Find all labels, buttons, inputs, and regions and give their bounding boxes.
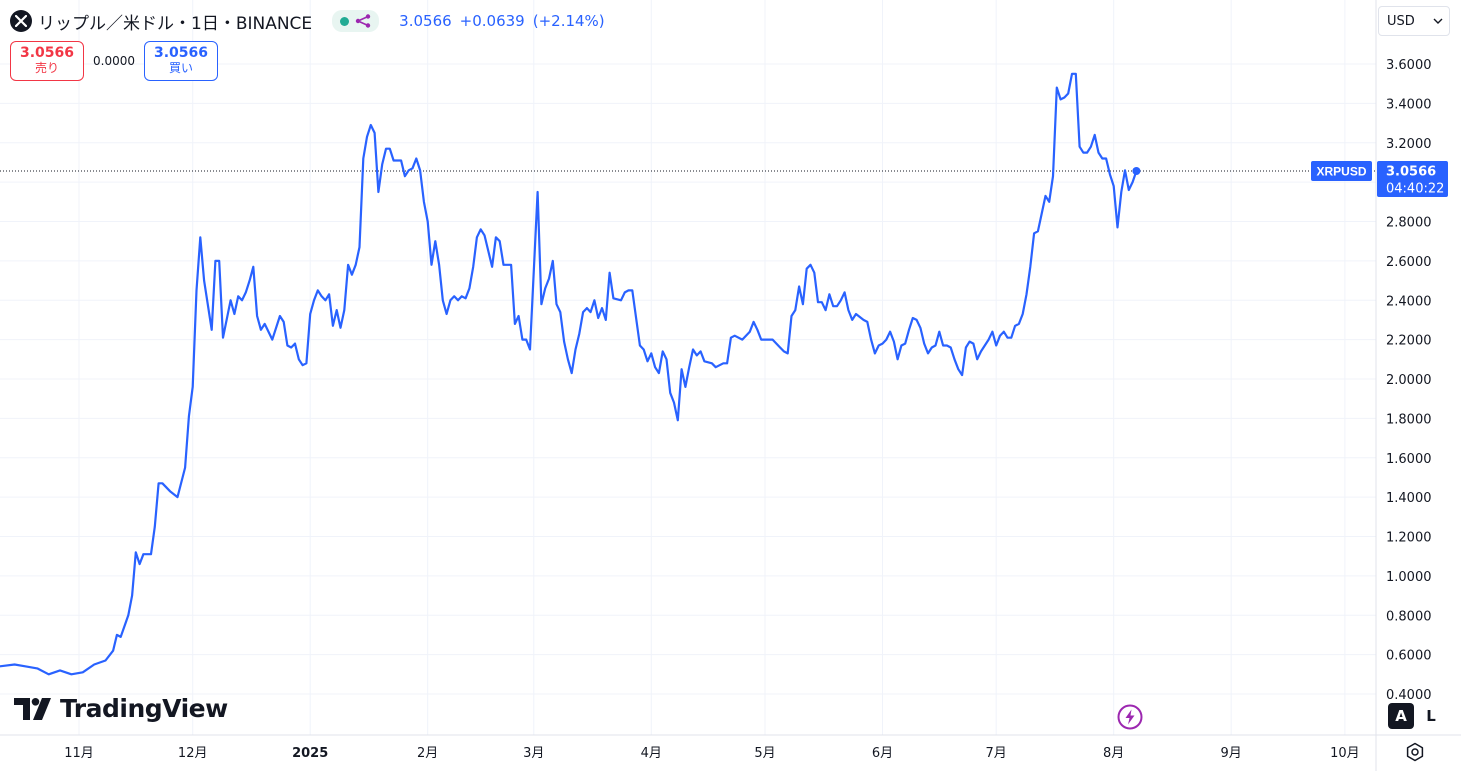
spread-value: 0.0000 <box>93 54 135 68</box>
settings-icon[interactable] <box>1405 742 1425 762</box>
chart-grid <box>0 0 1376 735</box>
x-tick-label: 9月 <box>1221 746 1242 761</box>
y-tick-label: 3.4000 <box>1386 97 1432 112</box>
y-tick-label: 2.0000 <box>1386 373 1432 388</box>
x-tick-label: 8月 <box>1103 746 1124 761</box>
y-tick-label: 2.8000 <box>1386 216 1432 231</box>
tradingview-logo-icon <box>14 697 51 720</box>
price-axis[interactable]: 0.4000 0.6000 0.8000 1.0000 1.2000 1.4000 1.60… <box>1386 58 1432 703</box>
market-status-pill[interactable] <box>332 10 380 32</box>
y-tick-label: 2.6000 <box>1386 255 1432 270</box>
currency-select[interactable]: USD <box>1378 6 1450 36</box>
symbol-title[interactable]: リップル／米ドル・1日・BINANCE <box>38 13 313 34</box>
header-change-percent: (+2.14%) <box>532 12 605 30</box>
buy-label: 買い <box>168 61 193 75</box>
chevron-down-icon <box>1433 18 1443 24</box>
x-tick-label: 6月 <box>872 746 893 761</box>
price-tag: XRPUSD 3.0566 04:40:22 <box>1311 160 1448 197</box>
y-tick-label: 0.8000 <box>1386 609 1432 624</box>
y-tick-label: 2.4000 <box>1386 294 1432 309</box>
sell-price: 3.0566 <box>19 45 75 61</box>
sell-label: 売り <box>34 61 59 75</box>
tradingview-logo-text: TradingView <box>60 694 228 723</box>
x-tick-label: 10月 <box>1330 746 1360 761</box>
y-tick-label: 0.4000 <box>1386 688 1432 703</box>
lightning-icon[interactable] <box>1117 704 1143 730</box>
price-series-line <box>0 72 1138 676</box>
header-price: 3.0566 <box>399 12 452 30</box>
price-badge-countdown: 04:40:22 <box>1386 181 1444 196</box>
x-tick-label: 2月 <box>417 746 438 761</box>
xrp-icon[interactable] <box>10 10 32 32</box>
auto-scale-button[interactable]: A <box>1388 703 1414 729</box>
x-tick-label: 7月 <box>986 746 1007 761</box>
buy-button[interactable]: 3.0566 買い <box>144 41 218 81</box>
log-scale-button[interactable]: L <box>1418 703 1444 729</box>
last-price-dot <box>1132 167 1141 175</box>
y-tick-label: 1.4000 <box>1386 491 1432 506</box>
buy-price: 3.0566 <box>153 45 209 61</box>
chart-header: リップル／米ドル・1日・BINANCE 3.0566 +0.0639 (+2.1… <box>10 8 605 34</box>
trade-buttons: 3.0566 売り 0.0000 3.0566 買い <box>10 41 218 81</box>
x-tick-label: 4月 <box>641 746 662 761</box>
tradingview-logo[interactable]: TradingView <box>14 694 228 723</box>
x-tick-label: 5月 <box>754 746 775 761</box>
symbol-tag-label: XRPUSD <box>1316 164 1366 178</box>
y-tick-label: 1.6000 <box>1386 452 1432 467</box>
x-tick-label: 11月 <box>64 746 94 761</box>
x-tick-label: 12月 <box>178 746 208 761</box>
green-dot-icon <box>340 16 350 26</box>
header-change: +0.0639 <box>459 12 525 30</box>
y-tick-label: 1.8000 <box>1386 412 1432 427</box>
y-tick-label: 2.2000 <box>1386 334 1432 349</box>
currency-label: USD <box>1387 13 1415 29</box>
x-tick-label: 3月 <box>523 746 544 761</box>
y-tick-label: 3.6000 <box>1386 58 1432 73</box>
x-tick-label: 2025 <box>292 746 328 761</box>
y-tick-label: 0.6000 <box>1386 649 1432 664</box>
share-icon <box>355 14 371 28</box>
price-badge <box>1377 160 1448 197</box>
y-tick-label: 3.2000 <box>1386 137 1432 152</box>
y-tick-label: 1.2000 <box>1386 531 1432 546</box>
sell-button[interactable]: 3.0566 売り <box>10 41 84 81</box>
y-tick-label: 1.0000 <box>1386 570 1432 585</box>
time-axis[interactable]: 11月 12月 2025 2月 3月 4月 5月 6月 7月 8月 9月 10月 <box>64 746 1359 761</box>
price-badge-value: 3.0566 <box>1386 164 1436 179</box>
symbol-tag <box>1311 160 1372 181</box>
